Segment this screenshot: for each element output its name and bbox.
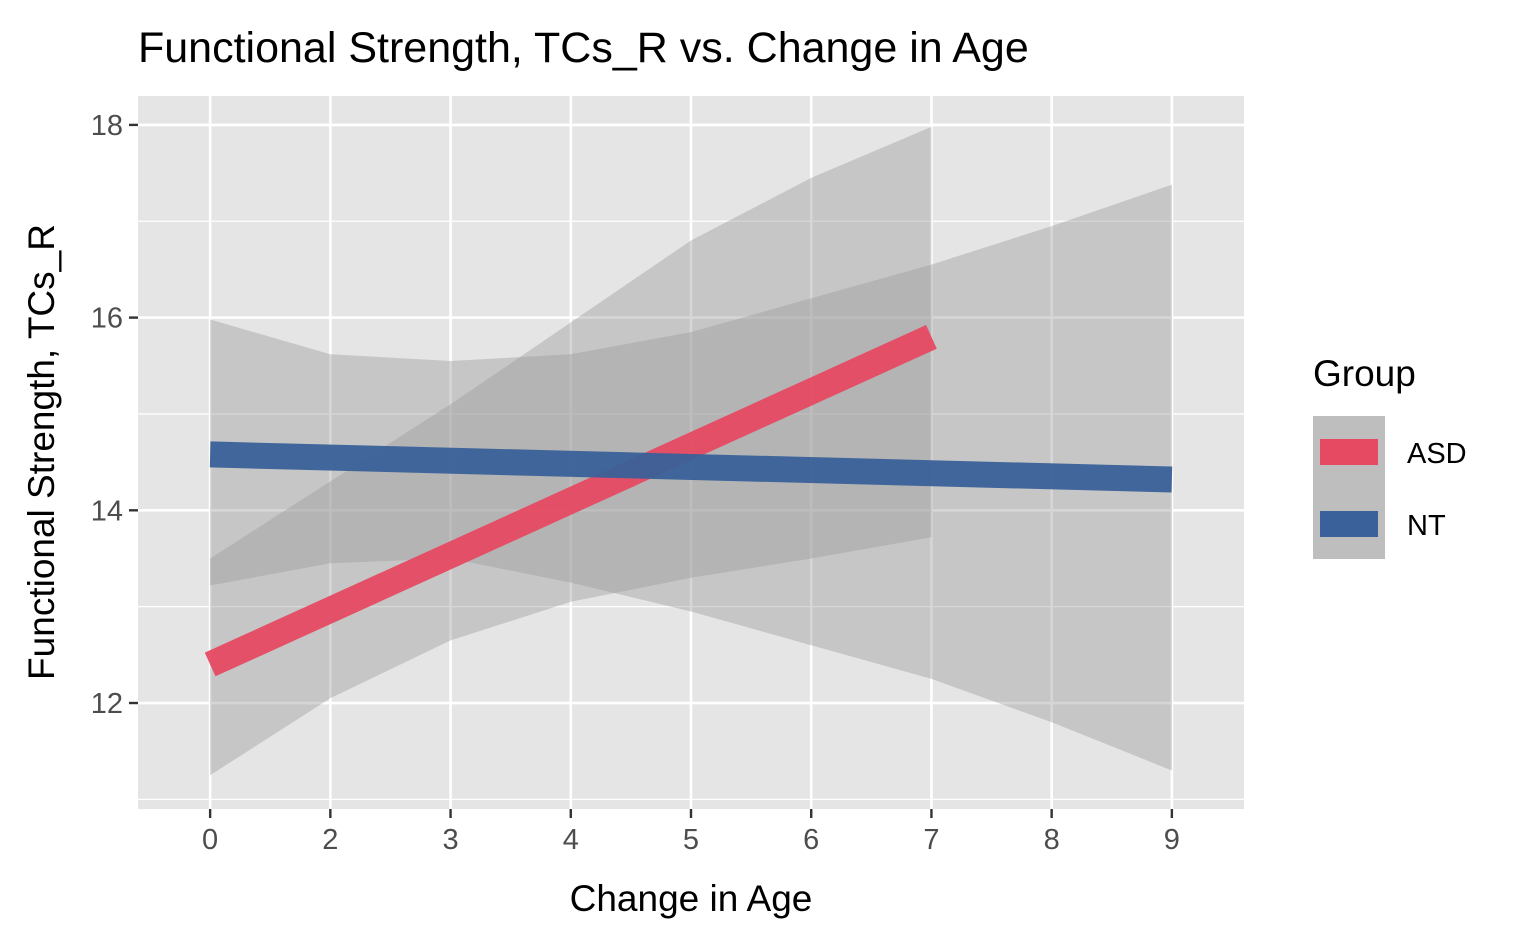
y-tick-label: 14 [91, 495, 123, 527]
x-axis-title: Change in Age [570, 878, 813, 919]
y-tick-label: 16 [91, 303, 123, 335]
series-lines [204, 325, 1173, 677]
x-axis-ticks: 0 2 3 4 5 6 7 8 9 [202, 809, 1180, 856]
y-tick-label: 18 [91, 110, 123, 142]
x-tick-label: 7 [923, 824, 939, 856]
legend-key-asd [1320, 439, 1378, 465]
legend-label-asd: ASD [1407, 438, 1467, 470]
y-tick-label: 12 [91, 688, 123, 720]
line-nt [209, 441, 1173, 493]
y-axis-title: Functional Strength, TCs_R [21, 224, 62, 680]
legend-label-nt: NT [1407, 510, 1446, 542]
x-tick-label: 4 [563, 824, 579, 856]
x-tick-label: 6 [803, 824, 819, 856]
x-tick-label: 3 [442, 824, 458, 856]
x-tick-label: 2 [322, 824, 338, 856]
legend: Group ASD NT [1313, 353, 1467, 559]
y-axis-ticks: 12 14 16 18 [91, 110, 138, 720]
legend-keys-background [1313, 416, 1385, 559]
legend-title: Group [1313, 353, 1416, 394]
legend-key-nt [1320, 511, 1378, 537]
x-tick-label: 0 [202, 824, 218, 856]
x-tick-label: 9 [1164, 824, 1180, 856]
line-asd [204, 325, 937, 677]
x-tick-label: 8 [1044, 824, 1060, 856]
grid-major [138, 96, 1244, 809]
x-tick-label: 5 [683, 824, 699, 856]
chart-title: Functional Strength, TCs_R vs. Change in… [138, 24, 1029, 72]
